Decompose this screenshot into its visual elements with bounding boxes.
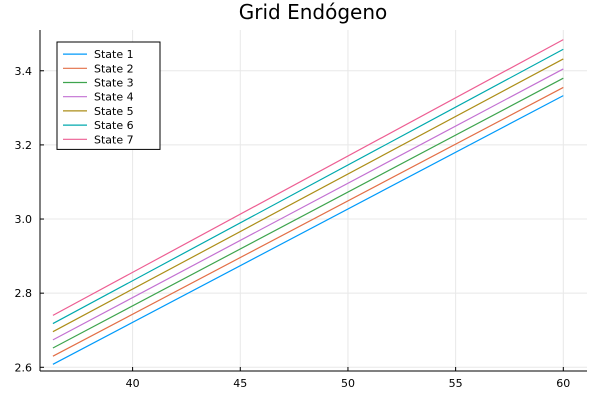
series-line-state-4	[52, 68, 564, 341]
y-tick-label: 3.2	[15, 139, 33, 152]
series-line-state-6	[52, 48, 564, 325]
y-tick-label: 3.4	[15, 65, 33, 78]
legend-label-state-2: State 2	[94, 62, 134, 75]
x-tick-label: 55	[449, 377, 463, 390]
axes-layer	[39, 30, 587, 372]
grid-layer	[40, 30, 587, 371]
x-tick-label: 45	[233, 377, 247, 390]
ticks-layer: 40 45 50 55 60 2.6 2.8 3.0 3.2 3.4	[15, 65, 571, 390]
series-line-state-7	[52, 39, 564, 316]
y-tick-label: 2.6	[15, 361, 33, 374]
x-tick-label: 50	[341, 377, 355, 390]
series-line-state-5	[52, 58, 564, 333]
series-line-state-3	[52, 77, 564, 349]
legend-label-state-6: State 6	[94, 119, 134, 132]
legend-box	[56, 41, 161, 150]
legend-label-state-4: State 4	[94, 91, 134, 104]
chart-title: Grid Endógeno	[239, 0, 388, 24]
legend-label-state-5: State 5	[94, 105, 134, 118]
series-line-state-2	[52, 86, 564, 357]
y-tick-label: 3.0	[15, 213, 33, 226]
series-layer	[52, 39, 564, 365]
series-line-state-1	[52, 95, 564, 365]
y-tick-label: 2.8	[15, 287, 33, 300]
x-tick-label: 40	[126, 377, 140, 390]
legend-label-state-3: State 3	[94, 77, 134, 90]
x-tick-label: 60	[556, 377, 570, 390]
legend-label-state-1: State 1	[94, 48, 134, 61]
legend-label-state-7: State 7	[94, 133, 134, 146]
